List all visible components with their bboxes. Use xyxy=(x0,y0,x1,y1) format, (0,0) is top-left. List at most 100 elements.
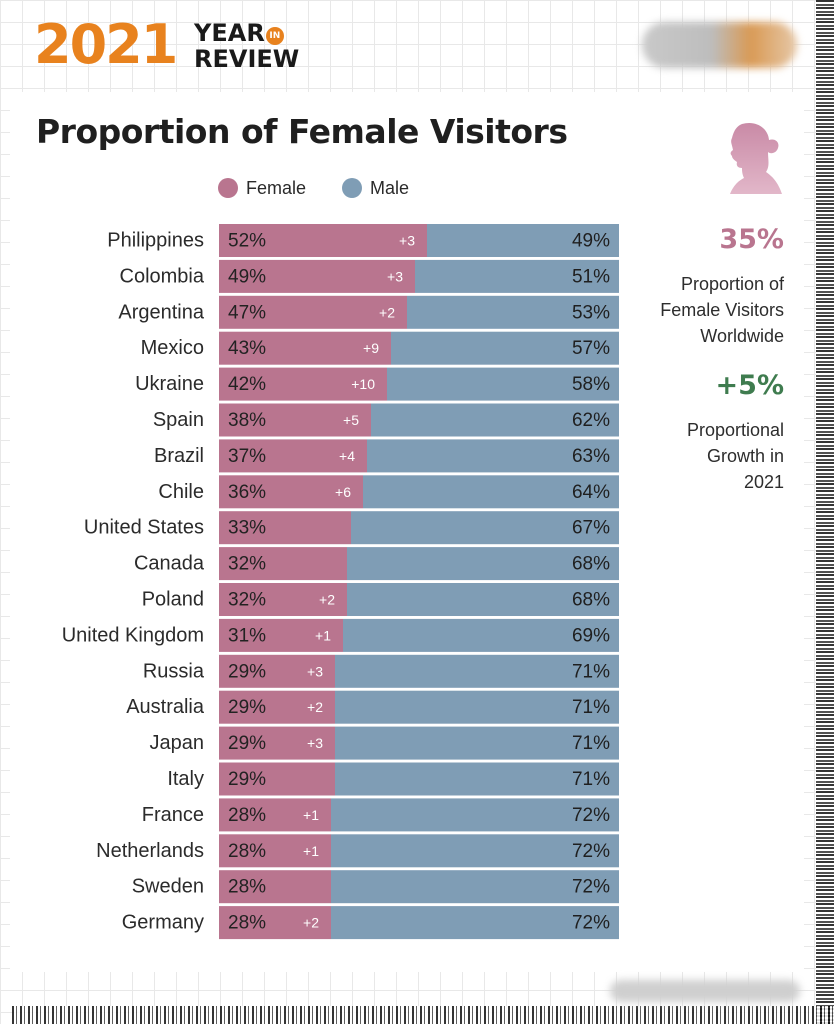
growth-label: +6 xyxy=(335,484,351,500)
female-value-label: 49% xyxy=(228,266,266,287)
growth-label: +1 xyxy=(303,843,319,859)
country-label: Germany xyxy=(122,912,204,934)
bar-male xyxy=(407,295,619,329)
legend-swatch-female xyxy=(218,178,238,198)
bar-male xyxy=(331,906,619,940)
bar-female xyxy=(219,331,391,365)
country-label: Colombia xyxy=(120,265,205,287)
stat-female-share-text: Proportion of Female Visitors Worldwide xyxy=(614,271,784,349)
bar-female xyxy=(219,295,407,329)
male-value-label: 72% xyxy=(572,913,610,934)
female-value-label: 28% xyxy=(228,913,266,934)
growth-label: +3 xyxy=(399,233,415,249)
bar-female xyxy=(219,870,331,904)
country-label: Italy xyxy=(167,768,204,790)
stat-growth-line: 2021 xyxy=(743,472,784,492)
bar-male xyxy=(387,367,619,401)
female-value-label: 32% xyxy=(228,554,266,575)
bar-female xyxy=(219,224,427,257)
bar-male xyxy=(351,511,619,545)
growth-label: +5 xyxy=(343,412,359,428)
country-label: Japan xyxy=(150,732,205,754)
stat-female-share-line: Worldwide xyxy=(700,326,784,346)
country-label: Spain xyxy=(153,409,204,431)
female-value-label: 28% xyxy=(228,805,266,826)
bar-female xyxy=(219,403,371,437)
logo-review-word: REVIEW xyxy=(194,45,300,73)
female-value-label: 29% xyxy=(228,661,266,682)
legend-label-female: Female xyxy=(246,178,307,198)
male-value-label: 49% xyxy=(572,231,610,252)
country-label: Philippines xyxy=(107,230,204,252)
bar-male xyxy=(347,547,619,581)
growth-label: +2 xyxy=(303,915,319,931)
bar-female xyxy=(219,367,387,401)
bar-male xyxy=(343,618,619,652)
decorative-border-bottom xyxy=(12,1006,834,1024)
country-label: Argentina xyxy=(118,301,204,323)
female-value-label: 42% xyxy=(228,374,266,395)
country-label: Chile xyxy=(158,481,204,503)
country-label: Ukraine xyxy=(135,373,204,395)
male-value-label: 58% xyxy=(572,374,610,395)
bar-male xyxy=(391,331,619,365)
legend-swatch-male xyxy=(342,178,362,198)
male-value-label: 51% xyxy=(572,266,610,287)
bar-female xyxy=(219,654,335,688)
male-value-label: 68% xyxy=(572,554,610,575)
male-value-label: 67% xyxy=(572,518,610,539)
bar-female xyxy=(219,618,343,652)
country-label: Russia xyxy=(143,660,205,682)
logo-year-in-review: YEAR IN REVIEW xyxy=(194,19,300,73)
country-label: Mexico xyxy=(141,337,204,359)
female-value-label: 47% xyxy=(228,302,266,323)
growth-label: +2 xyxy=(319,592,335,608)
male-value-label: 71% xyxy=(572,769,610,790)
bar-male xyxy=(371,403,619,437)
logo-in-badge: IN xyxy=(265,27,284,45)
male-value-label: 68% xyxy=(572,590,610,611)
bar-female xyxy=(219,906,331,940)
decorative-border-right xyxy=(816,0,834,1024)
growth-label: +4 xyxy=(339,448,355,464)
country-label: Australia xyxy=(126,696,205,718)
growth-label: +3 xyxy=(307,735,323,751)
bar-male xyxy=(427,224,619,257)
blurred-brand-logo xyxy=(642,22,797,68)
male-value-label: 63% xyxy=(572,446,610,467)
growth-label: +1 xyxy=(315,627,331,643)
bar-male xyxy=(347,583,619,616)
male-value-label: 72% xyxy=(572,841,610,862)
country-label: France xyxy=(142,804,204,826)
stat-growth-line: Growth in xyxy=(706,446,784,466)
stat-female-share-line: Female Visitors xyxy=(660,300,784,320)
female-value-label: 29% xyxy=(228,697,266,718)
country-label: United States xyxy=(84,517,204,539)
female-value-label: 36% xyxy=(228,482,266,503)
male-value-label: 72% xyxy=(572,805,610,826)
female-value-label: 28% xyxy=(228,877,266,898)
bar-female xyxy=(219,690,335,724)
bar-male xyxy=(367,439,619,473)
blurred-footer-text xyxy=(610,980,800,1002)
female-value-label: 37% xyxy=(228,446,266,467)
bar-male xyxy=(335,726,619,760)
bar-female xyxy=(219,259,415,293)
stat-female-share-line: Proportion of xyxy=(680,274,784,294)
logo-year-word: YEAR xyxy=(194,19,265,47)
bar-male xyxy=(363,475,619,509)
bar-female xyxy=(219,726,335,760)
stat-growth-value: +5% xyxy=(715,370,784,401)
female-value-label: 31% xyxy=(228,625,266,646)
growth-label: +1 xyxy=(303,807,319,823)
country-label: Brazil xyxy=(154,445,204,467)
bar-female xyxy=(219,475,363,509)
male-value-label: 53% xyxy=(572,302,610,323)
female-value-label: 32% xyxy=(228,590,266,611)
bar-female xyxy=(219,798,331,832)
legend-label-male: Male xyxy=(370,178,410,198)
bar-female xyxy=(219,834,331,868)
bar-female xyxy=(219,583,347,616)
female-value-label: 43% xyxy=(228,338,266,359)
